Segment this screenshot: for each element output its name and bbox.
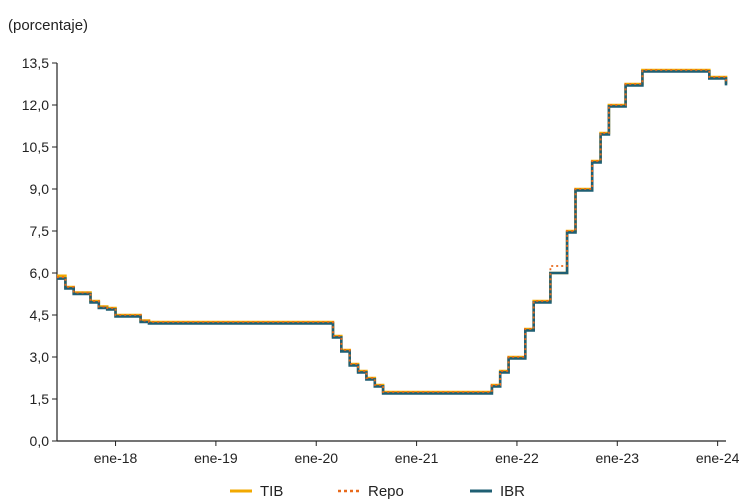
x-tick-label: ene-18 [94, 450, 138, 466]
y-tick-label: 3,0 [30, 349, 50, 365]
x-tick-label: ene-23 [595, 450, 639, 466]
y-axis: 0,0 1,5 3,0 4,5 6,0 7,5 9,0 10,5 12,0 13,5 [22, 55, 58, 449]
y-tick-label: 7,5 [30, 223, 50, 239]
x-axis: ene-18 ene-19 ene-20 ene-21 ene-22 ene-23 ene-… [57, 440, 740, 466]
legend-label-tib: TIB [260, 483, 283, 500]
unit-label: (porcentaje) [8, 17, 88, 34]
legend-label-ibr: IBR [500, 483, 525, 500]
y-tick-label: 0,0 [30, 433, 50, 449]
series-line-tib [57, 68, 728, 394]
y-tick-label: 10,5 [22, 139, 49, 155]
series-line-ibr [57, 70, 728, 395]
y-tick-label: 9,0 [30, 181, 50, 197]
y-tick-label: 6,0 [30, 265, 50, 281]
x-tick-label: ene-22 [495, 450, 539, 466]
legend: TIB Repo IBR [230, 483, 525, 500]
x-tick-label: ene-24 [696, 450, 740, 466]
y-tick-label: 13,5 [22, 55, 49, 71]
y-tick-label: 1,5 [30, 391, 50, 407]
y-tick-label: 4,5 [30, 307, 50, 323]
y-tick-label: 12,0 [22, 97, 49, 113]
x-tick-label: ene-20 [294, 450, 338, 466]
series-lines [57, 68, 728, 395]
x-tick-label: ene-21 [395, 450, 439, 466]
legend-label-repo: Repo [368, 483, 404, 500]
x-tick-label: ene-19 [194, 450, 238, 466]
series-line-repo [57, 69, 727, 393]
